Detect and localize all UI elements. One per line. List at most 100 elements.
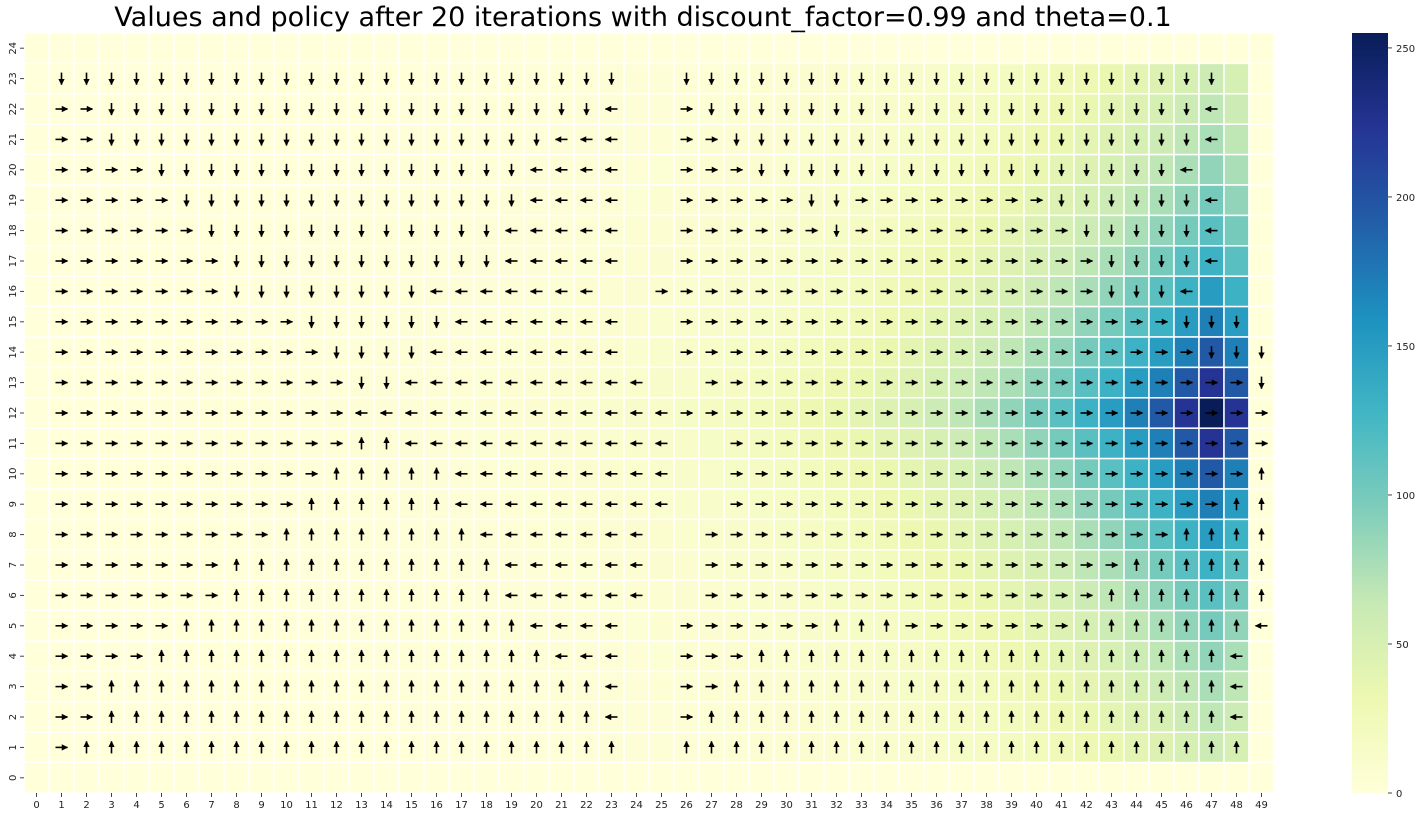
heatmap-cell <box>148 336 175 369</box>
heatmap-cell <box>798 761 825 794</box>
heatmap-cell <box>673 457 700 490</box>
y-tick-label: 22 <box>8 103 19 116</box>
x-tick-label: 7 <box>208 800 214 811</box>
y-tick-label: 2 <box>8 714 19 720</box>
x-tick-label: 11 <box>305 800 318 811</box>
y-tick-label: 1 <box>8 744 19 750</box>
heatmap-cell <box>123 32 150 65</box>
colorbar: 0 50 100 150 200 250 <box>1352 33 1415 800</box>
x-tick-label: 17 <box>455 800 468 811</box>
heatmap-cell <box>623 640 650 673</box>
heatmap-cell <box>248 123 275 156</box>
heatmap-cell <box>323 32 350 65</box>
heatmap-cell <box>648 670 675 703</box>
y-tick-label: 12 <box>8 407 19 420</box>
heatmap-cell <box>1198 761 1225 794</box>
heatmap-cell <box>648 640 675 673</box>
colorbar-tick-label: 100 <box>1396 491 1415 502</box>
y-tick-label: 15 <box>8 315 19 328</box>
x-tick-label: 31 <box>805 800 818 811</box>
heatmap-cell <box>23 609 50 642</box>
heatmap-cell <box>173 761 200 794</box>
x-tick-label: 35 <box>905 800 918 811</box>
heatmap-cell <box>1023 761 1050 794</box>
heatmap-cell <box>373 32 400 65</box>
heatmap-cell <box>648 184 675 217</box>
x-tick-label: 40 <box>1030 800 1043 811</box>
heatmap-cell <box>648 549 675 581</box>
x-tick-label: 41 <box>1055 800 1068 811</box>
heatmap-cell <box>648 579 675 612</box>
heatmap-cell <box>648 761 675 794</box>
y-tick-label: 17 <box>8 255 19 268</box>
heatmap-cell <box>498 123 525 156</box>
x-tick-label: 42 <box>1080 800 1093 811</box>
heatmap-cell <box>1248 761 1275 794</box>
x-tick-label: 16 <box>430 800 443 811</box>
heatmap-cell <box>673 427 700 460</box>
heatmap-cell <box>348 32 375 65</box>
x-tick-label: 34 <box>880 800 893 811</box>
heatmap-cell <box>23 305 50 338</box>
x-tick-label: 28 <box>730 800 743 811</box>
heatmap-cell <box>623 275 650 308</box>
x-tick-label: 9 <box>258 800 264 811</box>
heatmap-cell <box>1098 153 1125 186</box>
x-tick-label: 2 <box>83 800 89 811</box>
heatmap-cell <box>673 488 700 521</box>
heatmap-cell <box>423 32 450 65</box>
heatmap-cell <box>673 579 700 612</box>
x-tick-label: 4 <box>133 800 139 811</box>
x-tick-label: 37 <box>955 800 968 811</box>
heatmap-cell <box>648 731 675 764</box>
heatmap-cell <box>648 93 675 125</box>
heatmap-cell <box>1223 93 1250 125</box>
heatmap-cell <box>898 32 925 65</box>
x-tick-label: 30 <box>780 800 793 811</box>
x-tick-label: 29 <box>755 800 768 811</box>
heatmap-cell <box>648 32 675 65</box>
y-tick-label: 23 <box>8 72 19 85</box>
heatmap-cell <box>648 214 675 247</box>
heatmap-cell <box>948 32 975 65</box>
heatmap-cell <box>148 32 175 65</box>
heatmap-cell <box>1198 366 1225 399</box>
heatmap-cell <box>23 579 50 612</box>
heatmap-cell <box>698 488 725 521</box>
heatmap-cell <box>848 761 875 794</box>
heatmap-cell <box>1223 214 1250 247</box>
heatmap-cell <box>248 32 275 65</box>
x-tick-label: 15 <box>405 800 418 811</box>
heatmap-cell <box>1223 305 1250 338</box>
x-tick-label: 1 <box>58 800 64 811</box>
heatmap-cell <box>548 32 575 65</box>
heatmap-cell <box>398 32 425 65</box>
heatmap-cell <box>598 761 625 794</box>
heatmap-cell <box>1148 62 1175 95</box>
heatmap-cell <box>1073 32 1100 65</box>
colorbar-gradient <box>1352 33 1388 793</box>
heatmap-cell <box>23 275 50 308</box>
x-tick-label: 39 <box>1005 800 1018 811</box>
x-tick-label: 23 <box>605 800 618 811</box>
heatmap-cell <box>1248 32 1275 65</box>
heatmap-cell <box>623 670 650 703</box>
x-tick-label: 27 <box>705 800 718 811</box>
heatmap-cell <box>23 184 50 217</box>
heatmap-cell <box>23 366 50 399</box>
heatmap-cell <box>23 701 50 733</box>
heatmap-cell <box>1248 701 1275 733</box>
heatmap-cell <box>823 761 850 794</box>
y-tick-label: 6 <box>8 592 19 598</box>
heatmap-cell <box>548 305 575 338</box>
heatmap-cell <box>1223 275 1250 308</box>
heatmap-cell <box>23 731 50 764</box>
heatmap-cell <box>123 761 150 794</box>
heatmap-cell <box>423 761 450 794</box>
heatmap-cell <box>48 761 75 794</box>
heatmap-cell <box>473 32 500 65</box>
x-tick-label: 33 <box>855 800 868 811</box>
x-tick-label: 3 <box>108 800 114 811</box>
heatmap-cell <box>373 761 400 794</box>
heatmap-cell <box>1223 761 1250 794</box>
